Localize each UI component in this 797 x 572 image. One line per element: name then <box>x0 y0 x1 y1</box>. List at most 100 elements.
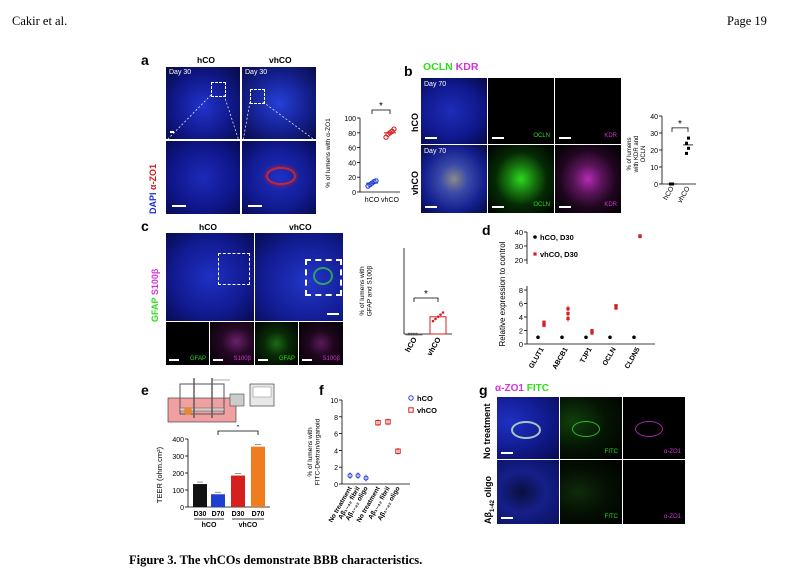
data-point-vhCO <box>685 151 688 155</box>
chart-a-zo1-quant: 0 20 40 60 80 100 % of lumens with α-ZO1 hCO vhC… <box>325 101 400 204</box>
y-axis-label: OCLN <box>641 146 647 163</box>
channel-label: KDR <box>604 133 617 139</box>
micrograph-c-vhco-s100b: S100β <box>299 322 343 365</box>
significance-star: * <box>678 119 682 130</box>
scale-bar <box>169 359 179 361</box>
zo1-lumen-signal <box>266 167 296 185</box>
micrograph-c-hco-s100b: S100β <box>210 322 254 365</box>
x-tick-label: D70 <box>212 511 225 518</box>
significance-bracket <box>671 127 689 132</box>
panel-a-letter: a <box>141 52 149 68</box>
data-point-vhco <box>566 312 570 316</box>
bar-2 <box>231 475 245 507</box>
y-axis-label: % of lumens <box>627 137 633 170</box>
channel-label: OCLN <box>533 202 550 208</box>
chart-c-gfap-quant: % of lumens with GFAP and S100β hCO vhCO * <box>359 248 452 356</box>
day-label: Day 70 <box>424 81 447 88</box>
lumen-signal <box>511 421 541 439</box>
x-tick-label: D30 <box>232 511 245 518</box>
y-tick-label: 300 <box>172 454 184 461</box>
channel-label: FITC <box>604 449 618 455</box>
abeta-suffix: oligo <box>483 475 493 500</box>
data-point-vhco <box>590 329 594 333</box>
micrograph-g-abeta-merge <box>497 460 559 524</box>
micrograph-c-hco-gfap: GFAP <box>166 322 209 365</box>
micrograph-a-vhco-overview: Day 30 <box>242 67 316 139</box>
micrograph-b-hco-kdr: KDR <box>555 78 621 144</box>
data-point-hco <box>536 335 540 340</box>
legend-marker-vhco <box>408 407 414 413</box>
legend-label-vhco: vhCO <box>417 406 437 415</box>
y-tick-label: 20 <box>348 175 356 182</box>
zoom-box <box>218 253 250 285</box>
data-point-hCO <box>412 332 416 336</box>
data-point-hco <box>584 335 588 340</box>
y-tick-label: 4 <box>334 448 338 455</box>
y-tick-label: 40 <box>650 114 658 121</box>
x-tick-label: TJP1 <box>579 346 593 364</box>
y-tick-label: 10 <box>650 165 658 172</box>
lumen-signal <box>635 421 663 437</box>
x-tick-label: vhCO <box>425 335 443 356</box>
chart-b-kdr-ocln-quant: 0 10 20 30 40 % of lumens with KDR and OCLN hCO v… <box>627 114 696 205</box>
day-label: Day 30 <box>245 69 268 76</box>
scale-bar <box>248 205 262 207</box>
scale-bar <box>559 137 571 139</box>
dapi-label: DAPI <box>148 192 158 214</box>
scale-bar <box>501 452 513 454</box>
micrograph-b-vhco-kdr: KDR <box>555 145 621 213</box>
legend-marker-hco <box>408 395 414 401</box>
zo1-label: α-ZO1 <box>495 383 524 394</box>
data-point-hco <box>363 475 369 481</box>
panel-b-row-vhco: vhCO <box>410 170 420 195</box>
micrograph-a-hco-zoom <box>166 141 240 214</box>
y-tick-label: 30 <box>650 131 658 138</box>
significance-star: * <box>424 289 428 300</box>
abeta-subscript: 1-42 <box>489 499 496 512</box>
figure-caption: Figure 3. The vhCOs demonstrate BBB char… <box>129 553 423 567</box>
gfap-label: GFAP <box>150 297 160 322</box>
chart-e-teer: 0 100 200 300 400 TEER (ohm.cm²) D30 D70 D30 D70 h… <box>155 425 270 529</box>
panel-f-letter: f <box>319 382 324 398</box>
y-tick-label: 20 <box>650 148 658 155</box>
panel-g-letter: g <box>479 382 488 398</box>
zo1-label: α-ZO1 <box>148 163 158 190</box>
panel-a-stain-label: DAPI α-ZO1 <box>148 164 158 214</box>
micrograph-b-vhco-merge: Day 70 <box>421 145 487 213</box>
legend-marker-hco <box>533 235 537 239</box>
panel-c-letter: c <box>141 218 149 234</box>
data-point-vhCO <box>441 311 445 314</box>
x-tick-label: hCO <box>365 197 380 204</box>
x-tick-label: OCLN <box>602 347 618 368</box>
data-point-vhCO <box>687 136 690 140</box>
data-point-hco <box>355 473 361 479</box>
scale-bar <box>170 131 174 133</box>
zoom-box <box>305 259 342 296</box>
data-point-vhco <box>614 304 618 308</box>
data-point-vhco <box>385 419 391 425</box>
y-tick-label: 400 <box>172 437 184 444</box>
day-label: Day 70 <box>424 148 447 155</box>
y-tick-label: 40 <box>348 160 356 167</box>
y-tick-label: 0 <box>334 482 338 489</box>
x-tick-label: vhCO <box>677 185 692 204</box>
significance-bracket <box>217 430 259 435</box>
y-tick-label: 4 <box>519 313 523 322</box>
y-axis-label: % of lumens with α-ZO1 <box>325 118 332 188</box>
data-point-vhco <box>638 234 642 238</box>
channel-label: α-ZO1 <box>663 514 681 520</box>
gfap-lumen-signal <box>313 267 333 285</box>
data-point-vhco <box>542 320 546 324</box>
zoom-guide-lines <box>166 94 316 142</box>
y-tick-label: 10 <box>330 398 338 405</box>
y-tick-label: 8 <box>519 286 523 295</box>
panel-c-col-vhco: vhCO <box>289 222 312 232</box>
channel-label: OCLN <box>533 133 550 139</box>
y-axis-label: TEER (ohm.cm²) <box>155 446 164 503</box>
data-point-vhCO <box>687 146 690 150</box>
data-point-vhCO <box>436 315 440 319</box>
data-point-vhCO <box>431 319 435 323</box>
panel-a-col-hco: hCO <box>197 55 215 65</box>
day-label: Day 30 <box>169 69 192 76</box>
scale-bar <box>425 137 437 139</box>
